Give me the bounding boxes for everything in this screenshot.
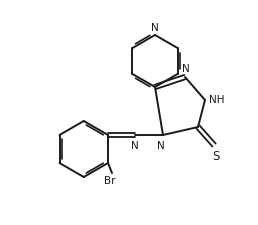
Text: S: S	[212, 149, 220, 162]
Text: N: N	[131, 140, 139, 150]
Text: Br: Br	[104, 175, 116, 185]
Text: N: N	[157, 140, 165, 150]
Text: NH: NH	[209, 94, 224, 105]
Text: N: N	[182, 64, 190, 74]
Text: N: N	[151, 23, 159, 33]
